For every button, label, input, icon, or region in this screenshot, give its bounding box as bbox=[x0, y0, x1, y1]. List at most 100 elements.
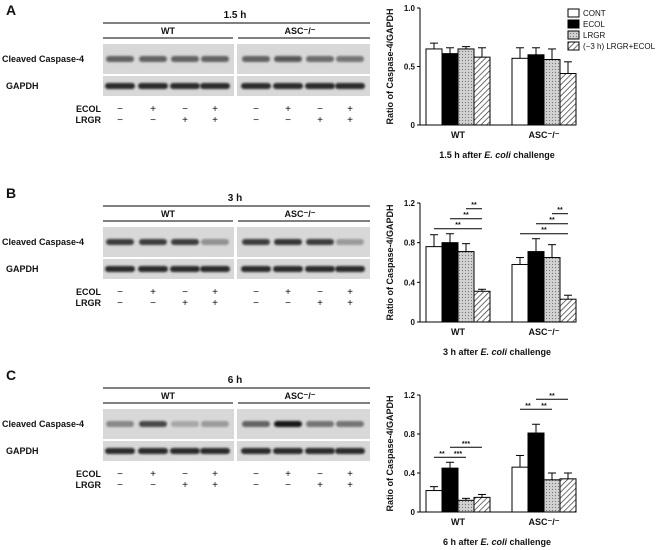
gapdh-blot-wt bbox=[103, 441, 234, 461]
treatment-sign: + bbox=[212, 104, 218, 115]
y-axis-label: Ratio of Caspase-4/GAPDH bbox=[385, 204, 395, 320]
significance-label: ** bbox=[455, 222, 461, 229]
x-axis-label-prefix: 3 h after bbox=[443, 347, 481, 357]
bar bbox=[527, 432, 545, 513]
gapdh-band bbox=[105, 83, 135, 89]
treatment-sign: + bbox=[317, 480, 323, 491]
gapdh-band bbox=[170, 83, 200, 89]
treatment-sign: + bbox=[285, 287, 291, 298]
significance-label: ** bbox=[541, 227, 547, 234]
gapdh-band bbox=[273, 266, 303, 272]
treatment-sign: − bbox=[253, 480, 259, 491]
caspase4-band bbox=[242, 239, 270, 245]
group-label-asc: ASC⁻/⁻ bbox=[284, 391, 315, 401]
bar bbox=[527, 251, 545, 323]
x-tick-label: ASC⁻/⁻ bbox=[528, 130, 559, 140]
caspase4-band bbox=[306, 239, 334, 245]
gapdh-blot-wt bbox=[103, 76, 234, 96]
legend-label: CONT bbox=[583, 9, 606, 18]
treatment-sign: + bbox=[285, 469, 291, 480]
x-tick-label: ASC⁻/⁻ bbox=[528, 327, 559, 337]
x-tick-label: ASC⁻/⁻ bbox=[528, 517, 559, 527]
caspase4-band bbox=[139, 421, 167, 427]
caspase4-band bbox=[274, 421, 302, 427]
caspase4-band bbox=[201, 421, 229, 427]
gapdh-blot-asc bbox=[237, 76, 370, 96]
row-label-gapdh: GAPDH bbox=[6, 81, 39, 91]
treatment-sign: − bbox=[285, 298, 291, 309]
caspase4-band bbox=[274, 56, 302, 62]
legend-swatch bbox=[567, 8, 580, 18]
bar bbox=[425, 48, 443, 126]
gapdh-band bbox=[305, 83, 335, 89]
gapdh-band bbox=[170, 448, 200, 454]
significance-label: ** bbox=[549, 217, 555, 224]
panel-letter: B bbox=[6, 185, 16, 201]
legend-swatch bbox=[567, 41, 580, 51]
x-tick-label: WT bbox=[451, 327, 465, 337]
treatment-sign: − bbox=[317, 469, 323, 480]
caspase4-band bbox=[139, 56, 167, 62]
treatment-sign: + bbox=[347, 287, 353, 298]
significance-label: ** bbox=[439, 451, 445, 458]
treatment-sign: − bbox=[117, 469, 123, 480]
gapdh-blot-wt bbox=[103, 259, 234, 279]
gapdh-blot-asc bbox=[237, 441, 370, 461]
y-tick-label: 1.0 bbox=[404, 4, 416, 13]
time-point-label: 6 h bbox=[228, 375, 242, 386]
row-label-caspase4: Cleaved Caspase-4 bbox=[2, 54, 84, 64]
gapdh-band bbox=[170, 266, 200, 272]
treatment-sign: − bbox=[285, 115, 291, 126]
y-tick-label: 0.8 bbox=[404, 239, 416, 248]
gapdh-band bbox=[241, 83, 271, 89]
y-tick-label: 1.2 bbox=[404, 391, 416, 400]
bar bbox=[543, 479, 561, 513]
group-label-wt: WT bbox=[161, 391, 175, 401]
gapdh-band bbox=[335, 266, 365, 272]
bar bbox=[511, 263, 529, 323]
legend-swatch bbox=[567, 30, 580, 40]
row-label-caspase4: Cleaved Caspase-4 bbox=[2, 237, 84, 247]
bar bbox=[511, 57, 529, 126]
gapdh-band bbox=[241, 448, 271, 454]
gapdh-band bbox=[335, 448, 365, 454]
treatment-sign: − bbox=[285, 480, 291, 491]
blot-panel-a: A 1.5 h WT ASC⁻/⁻ Cleaved Caspase-4 GAPDH ECOL… bbox=[2, 2, 370, 126]
row-label-caspase4: Cleaved Caspase-4 bbox=[2, 419, 84, 429]
y-axis-label: Ratio of Caspase-4/GAPDH bbox=[385, 8, 395, 124]
y-tick-label: 0.4 bbox=[404, 469, 416, 478]
bar bbox=[527, 54, 545, 126]
y-tick-label: 0.4 bbox=[404, 278, 416, 287]
treatment-sign: − bbox=[253, 115, 259, 126]
treatment-sign: − bbox=[253, 298, 259, 309]
treatment-sign: − bbox=[117, 115, 123, 126]
group-label-asc: ASC⁻/⁻ bbox=[284, 26, 315, 36]
treatment-sign: + bbox=[347, 469, 353, 480]
y-tick-label: 0 bbox=[411, 121, 416, 130]
gapdh-band bbox=[200, 448, 230, 454]
legend-swatch bbox=[567, 19, 580, 29]
significance-label: *** bbox=[454, 451, 462, 458]
bar bbox=[473, 496, 491, 513]
y-axis-label: Ratio of Caspase-4/GAPDH bbox=[385, 395, 395, 511]
caspase4-band bbox=[242, 56, 270, 62]
significance-label: ** bbox=[541, 403, 547, 410]
bar bbox=[511, 466, 529, 513]
bar bbox=[425, 490, 443, 513]
treatment-sign: + bbox=[212, 115, 218, 126]
treatment-sign: + bbox=[182, 115, 188, 126]
treatment-sign: − bbox=[117, 480, 123, 491]
gapdh-band bbox=[105, 448, 135, 454]
caspase4-band bbox=[336, 239, 364, 245]
row-label-gapdh: GAPDH bbox=[6, 446, 39, 456]
caspase4-band bbox=[336, 56, 364, 62]
gapdh-blot-asc bbox=[237, 259, 370, 279]
group-label-wt: WT bbox=[161, 209, 175, 219]
x-axis-label: 1.5 h after E. coli challenge bbox=[439, 150, 555, 160]
treatment-sign: + bbox=[182, 480, 188, 491]
treatment-sign: + bbox=[212, 287, 218, 298]
caspase4-band bbox=[171, 421, 199, 427]
bar-chart-1: 0 0.5 1.0 Ratio of Caspase-4/GAPDH WT ASC⁻/⁻ 1… bbox=[385, 4, 577, 160]
x-axis-label-prefix: 1.5 h after bbox=[439, 150, 484, 160]
